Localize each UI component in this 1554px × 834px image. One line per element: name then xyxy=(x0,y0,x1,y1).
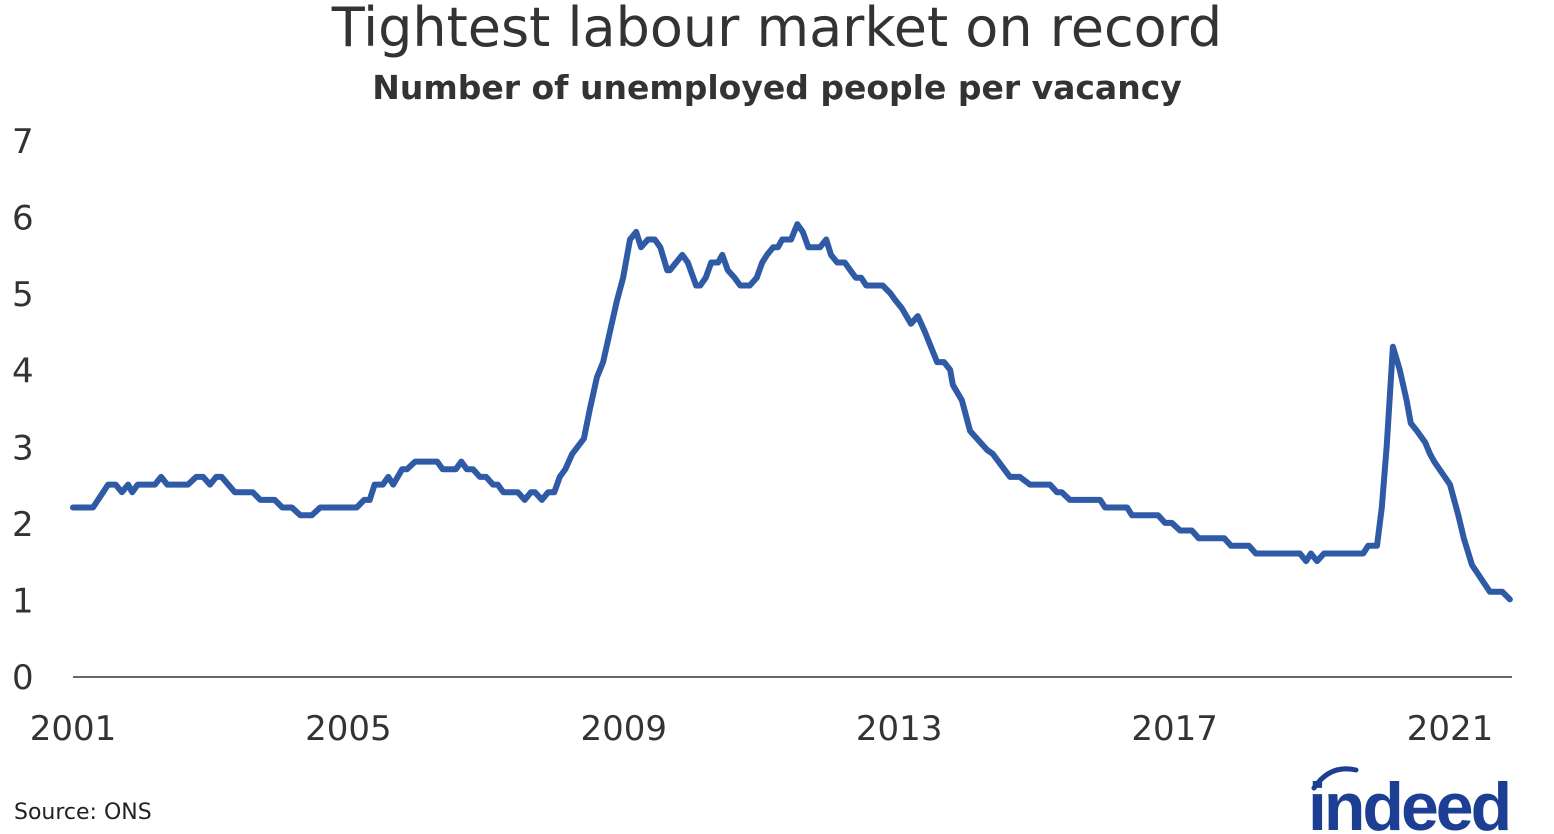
x-tick-label: 2009 xyxy=(581,709,668,749)
x-tick-label: 2005 xyxy=(305,709,392,749)
svg-text:indeed: indeed xyxy=(1308,769,1509,834)
x-tick-label: 2017 xyxy=(1131,709,1218,749)
x-axis: 2001 2005 2009 2013 2017 2021 xyxy=(30,709,1494,749)
chart-subtitle: Number of unemployed people per vacancy xyxy=(372,68,1182,107)
x-tick-label: 2021 xyxy=(1407,709,1494,749)
series-line xyxy=(70,221,1513,603)
y-tick-label: 3 xyxy=(12,428,34,468)
y-tick-label: 1 xyxy=(12,581,34,621)
source-note: Source: ONS xyxy=(14,800,152,825)
y-tick-label: 5 xyxy=(12,275,34,315)
indeed-logo: indeed xyxy=(1308,766,1512,834)
y-axis: 0 1 2 3 4 5 6 7 xyxy=(12,122,34,698)
x-tick-label: 2001 xyxy=(30,709,117,749)
y-tick-label: 4 xyxy=(12,352,34,392)
chart-title: Tightest labour market on record xyxy=(331,0,1223,59)
y-tick-label: 6 xyxy=(12,199,34,239)
y-tick-label: 7 xyxy=(12,122,34,162)
y-tick-label: 2 xyxy=(12,505,34,545)
x-tick-label: 2013 xyxy=(856,709,943,749)
y-tick-label: 0 xyxy=(12,658,34,698)
